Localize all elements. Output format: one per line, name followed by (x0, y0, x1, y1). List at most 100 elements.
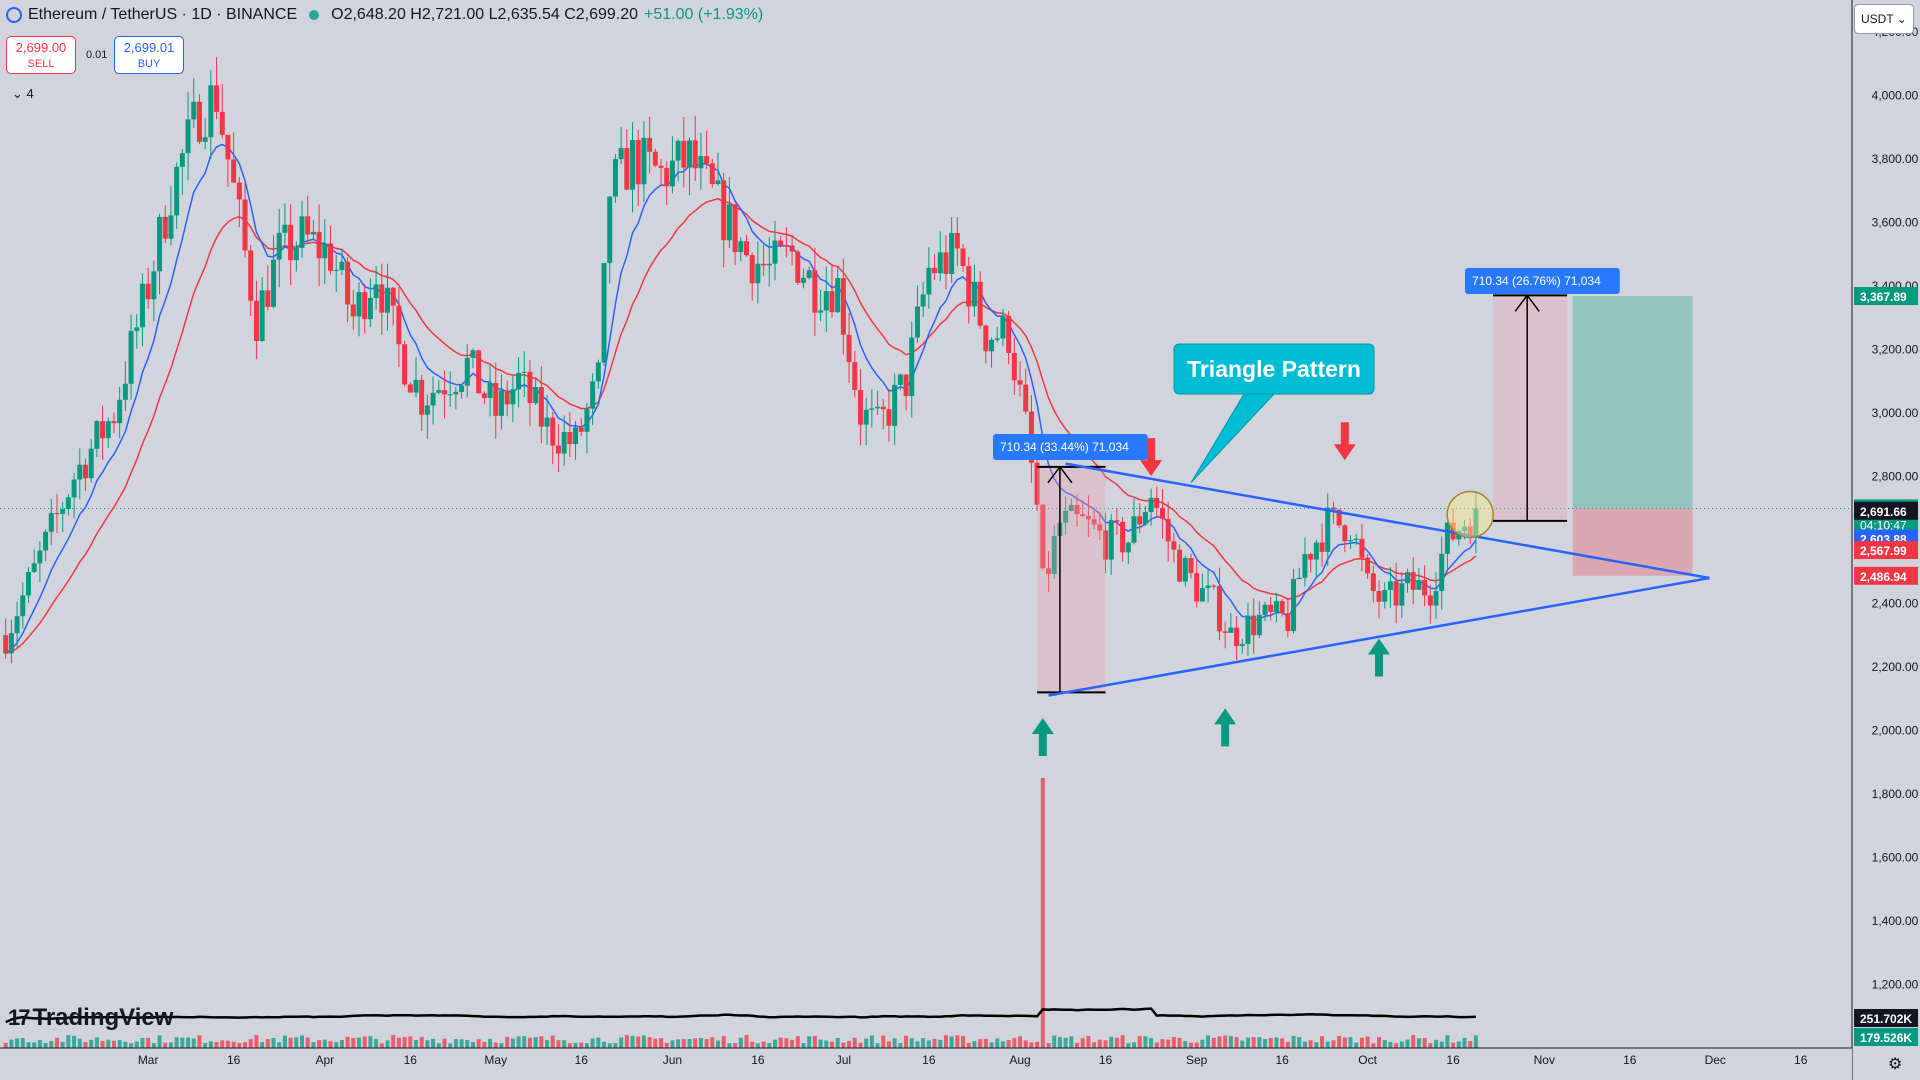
candle-body (840, 278, 846, 335)
volume-bar (1302, 1041, 1307, 1048)
volume-bar (379, 1043, 384, 1048)
volume-bar (1399, 1041, 1404, 1048)
volume-bar (15, 1038, 20, 1048)
volume-bar (83, 1042, 88, 1048)
candle-body (174, 166, 180, 216)
candle-body (1194, 573, 1200, 602)
candle-body (1439, 553, 1445, 592)
candle-body (259, 290, 265, 342)
candle-body (766, 263, 772, 266)
candle-body (396, 305, 402, 345)
volume-bar (847, 1040, 852, 1048)
candle-body (977, 281, 983, 326)
volume-bar (1422, 1038, 1427, 1048)
volume-bar (1354, 1042, 1359, 1048)
candle-body (1342, 525, 1348, 542)
x-tick-label: 16 (922, 1053, 936, 1067)
x-tick-label: Sep (1186, 1053, 1208, 1067)
gear-icon[interactable]: ⚙ (1888, 1056, 1903, 1073)
volume-bar (396, 1037, 401, 1048)
candle-body (584, 408, 590, 432)
volume-bar (1320, 1036, 1325, 1048)
candle-body (242, 199, 248, 251)
volume-bar (550, 1035, 555, 1048)
candle-body (1245, 615, 1251, 644)
candle-body (134, 327, 140, 331)
indicators-toggle[interactable]: ⌄ 4 (12, 86, 34, 102)
triangle-lower-line (1048, 576, 1710, 697)
volume-bar (54, 1037, 59, 1048)
volume-bar (20, 1037, 25, 1048)
volume-bar (659, 1038, 664, 1048)
volume-bar (482, 1041, 487, 1048)
candle-body (1091, 519, 1097, 525)
x-tick-label: Aug (1009, 1053, 1030, 1067)
volume-bar (1388, 1041, 1393, 1048)
volume-bar (408, 1036, 413, 1048)
candle-body (880, 406, 886, 410)
ohlc-values: O2,648.20 H2,721.00 L2,635.54 C2,699.20 (331, 6, 639, 23)
volume-bar (949, 1036, 954, 1048)
volume-bar (470, 1042, 475, 1048)
volume-bar (1188, 1042, 1193, 1048)
volume-bar (778, 1037, 783, 1048)
volume-bar (733, 1043, 738, 1048)
candle-body (1273, 601, 1279, 612)
candle-body (94, 421, 100, 449)
sell-button[interactable]: 2,699.00 SELL (6, 36, 76, 74)
x-tick-label: Oct (1358, 1053, 1377, 1067)
candle-body (1336, 509, 1342, 526)
volume-bar (60, 1041, 65, 1048)
volume-bar (1137, 1036, 1142, 1048)
volume-bar (1052, 1035, 1057, 1048)
x-tick-label: Mar (138, 1053, 159, 1067)
candle-body (652, 151, 658, 166)
y-tick-label: 1,400.00 (1872, 914, 1919, 928)
buy-button[interactable]: 2,699.01 BUY (114, 36, 184, 74)
candle-body (533, 386, 539, 404)
candle-body (863, 409, 869, 425)
volume-bar (636, 1036, 641, 1048)
y-tick-label: 2,400.00 (1872, 596, 1919, 610)
volume-bar (767, 1043, 772, 1048)
y-tick-label: 1,200.00 (1872, 977, 1919, 991)
volume-bar (89, 1039, 94, 1048)
volume-bar (522, 1036, 527, 1048)
volume-bar (1097, 1039, 1102, 1048)
candle-body (1353, 538, 1359, 541)
measure-right-label-bg (1465, 268, 1620, 294)
candle-body (8, 633, 14, 654)
currency-select[interactable]: USDT ⌄ (1854, 4, 1914, 34)
candle-body (339, 261, 345, 271)
volume-bar (1217, 1036, 1222, 1048)
candle-body (1182, 558, 1188, 582)
volume-bar (1280, 1038, 1285, 1048)
candle-body (1211, 585, 1217, 587)
volume-label-bg (1854, 1009, 1918, 1027)
volume-bar (111, 1040, 116, 1048)
volume-bar (203, 1042, 208, 1048)
symbol-title[interactable]: Ethereum / TetherUS · 1D · BINANCE (28, 6, 298, 23)
candle-body (749, 255, 755, 284)
candle-body (1393, 581, 1399, 606)
candle-body (82, 464, 88, 479)
candle-body (829, 291, 835, 313)
candle-body (721, 180, 727, 241)
volume-bar (186, 1037, 191, 1048)
tradingview-logo-text: TradingView (32, 1004, 174, 1031)
candle-body (778, 240, 784, 246)
candle-body (356, 292, 362, 317)
volume-bar (459, 1039, 464, 1048)
candle-body (527, 371, 533, 404)
volume-bar (1445, 1035, 1450, 1048)
volume-bar (607, 1043, 612, 1048)
candle-body (367, 297, 373, 320)
volume-bar (499, 1043, 504, 1048)
candle-body (1108, 520, 1114, 560)
candle-body (909, 337, 915, 397)
candle-body (914, 306, 920, 338)
volume-bar (1382, 1039, 1387, 1048)
volume-bar (317, 1040, 322, 1048)
volume-bar (596, 1037, 601, 1048)
